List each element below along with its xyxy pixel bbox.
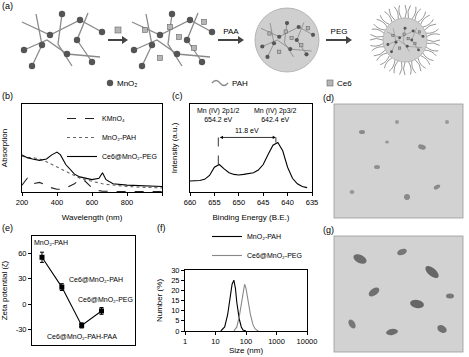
svg-text:MnO₂-PAH: MnO₂-PAH: [247, 233, 281, 240]
svg-text:400: 400: [51, 198, 64, 207]
svg-text:655: 655: [208, 198, 221, 207]
svg-text:Absorption: Absorption: [0, 129, 9, 167]
html-text:(e): (e): [2, 223, 13, 233]
svg-text:660: 660: [184, 198, 197, 207]
html-text:(f): (f): [157, 223, 166, 233]
svg-text:(g): (g): [323, 225, 334, 235]
svg-text:100: 100: [240, 337, 253, 346]
svg-text:635: 635: [306, 198, 319, 207]
svg-text:1000: 1000: [268, 337, 285, 346]
svg-text:30: 30: [18, 274, 26, 283]
svg-text:600: 600: [86, 198, 99, 207]
svg-text:(a): (a): [2, 1, 13, 11]
svg-text:PAA: PAA: [223, 27, 239, 36]
svg-text:Ce6@MnO₂-PEG: Ce6@MnO₂-PEG: [247, 252, 302, 259]
svg-text:60: 60: [18, 249, 26, 258]
svg-text:-30: -30: [16, 325, 27, 334]
svg-text:0: 0: [22, 300, 26, 309]
svg-text:650: 650: [233, 198, 246, 207]
html-text:(b): (b): [2, 91, 13, 101]
svg-text:645: 645: [257, 198, 270, 207]
svg-text:Ce6: Ce6: [337, 79, 352, 88]
svg-text:Size (nm): Size (nm): [229, 346, 264, 355]
svg-text:Mn (IV) 2p1/2654.2 eV: Mn (IV) 2p1/2654.2 eV: [197, 107, 240, 123]
svg-text:KMnO₄: KMnO₄: [102, 115, 125, 122]
svg-text:MnO₂: MnO₂: [117, 79, 137, 88]
svg-text:MnO₂-PAH: MnO₂-PAH: [102, 134, 136, 141]
svg-text:(d): (d): [323, 93, 334, 103]
svg-text:Wavelength (nm): Wavelength (nm): [62, 213, 123, 222]
svg-text:11.8 eV: 11.8 eV: [235, 127, 259, 134]
svg-text:Zeta potential (ζ): Zeta potential (ζ): [0, 260, 9, 320]
svg-text:30: 30: [171, 266, 179, 275]
svg-text:15: 15: [171, 296, 179, 305]
svg-text:Ce6@MnO₂-PEG: Ce6@MnO₂-PEG: [78, 296, 133, 303]
svg-text:Mn (IV) 2p3/2642.4 eV: Mn (IV) 2p3/2642.4 eV: [254, 107, 297, 123]
svg-text:200: 200: [16, 198, 29, 207]
svg-text:Ce6@MnO₂-PAH-PAA: Ce6@MnO₂-PAH-PAA: [47, 333, 117, 340]
svg-text:640: 640: [281, 198, 294, 207]
svg-text:800: 800: [121, 198, 134, 207]
svg-text:MnO₂-PAH: MnO₂-PAH: [34, 239, 68, 246]
svg-text:10: 10: [171, 306, 179, 315]
svg-text:10: 10: [211, 337, 219, 346]
svg-text:Binding Energy (B.E.): Binding Energy (B.E.): [213, 213, 290, 222]
svg-text:Number (%): Number (%): [155, 279, 164, 322]
html-text:(c): (c): [172, 91, 183, 101]
svg-text:10000: 10000: [297, 337, 318, 346]
svg-text:PAH: PAH: [232, 79, 248, 88]
svg-text:5: 5: [175, 316, 179, 325]
svg-text:0: 0: [175, 327, 179, 336]
svg-text:Ce6@MnO₂-PEG: Ce6@MnO₂-PEG: [102, 153, 157, 160]
svg-text:Ce6@MnO₂-PAH: Ce6@MnO₂-PAH: [69, 276, 123, 283]
svg-text:25: 25: [171, 276, 179, 285]
svg-text:20: 20: [171, 286, 179, 295]
svg-text:Intensity (a.u.): Intensity (a.u.): [170, 122, 179, 173]
svg-text:PEG: PEG: [331, 27, 348, 36]
svg-text:1: 1: [183, 337, 187, 346]
